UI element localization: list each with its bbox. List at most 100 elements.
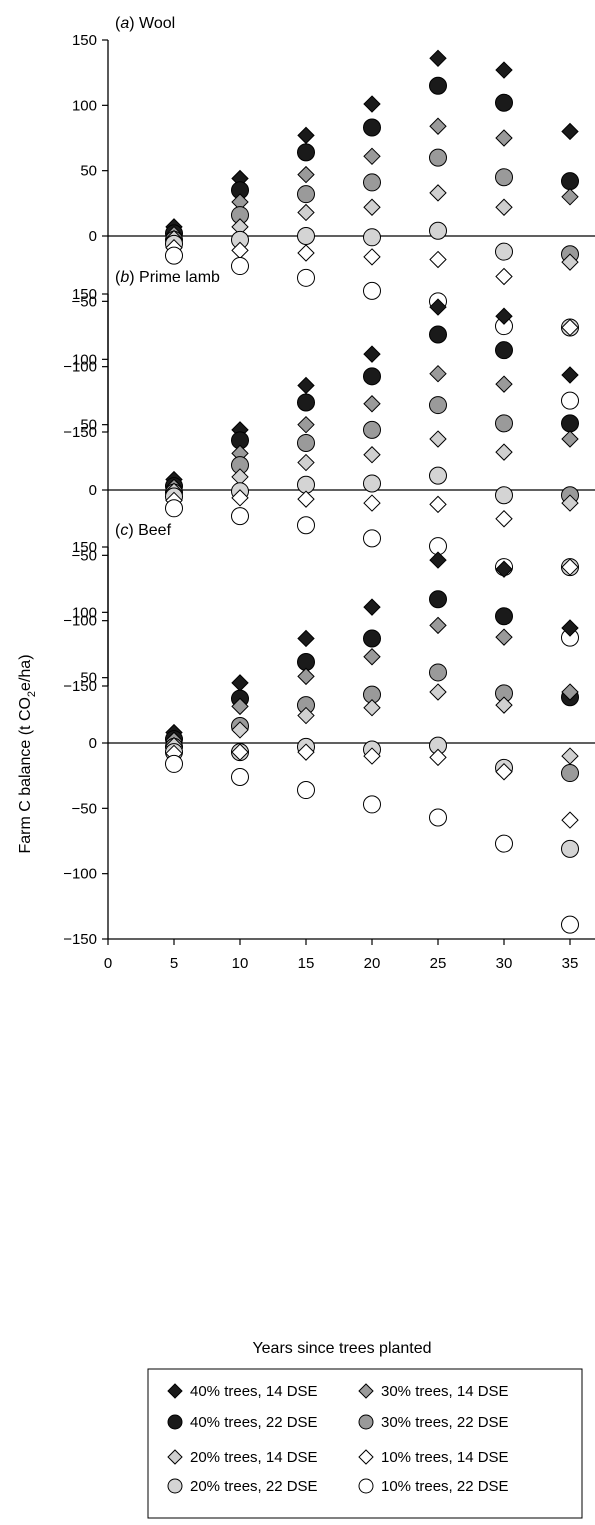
data-point [297,415,315,434]
panel-prime-lamb: (b) Prime lamb −150 −100 −50 0 50 100 150 [63,269,595,695]
data-point [231,507,249,526]
panel-letter: a [120,15,129,32]
legend-marker [358,1449,374,1465]
data-point [495,375,513,393]
legend-item: 30% trees, 22 DSE [358,1414,509,1431]
y-tick-label: −50 [72,293,97,310]
legend-label: 30% trees, 22 DSE [381,1414,509,1431]
legend-item: 20% trees, 14 DSE [167,1449,318,1466]
data-point [429,184,447,202]
data-point [363,198,381,216]
series-30-trees-22-dse [165,663,579,783]
panel-letter: c [120,522,128,539]
data-point [429,76,447,95]
data-point [363,147,381,166]
series-40-trees-22-dse [165,76,579,243]
data-point [495,93,513,112]
data-point [231,674,249,692]
data-point [561,172,579,191]
data-point [561,188,579,206]
panel-name: Beef [138,522,171,539]
data-point [429,364,447,383]
panel-wool: (a) Wool −150 −100 −50 0 50 100 150 [63,15,595,441]
y-tick-label: 100 [72,351,97,368]
legend-marker [358,1383,374,1399]
y-tick-label: 0 [89,482,97,499]
data-point [429,221,447,240]
data-point [429,808,447,827]
y-tick-label: 50 [80,670,97,687]
data-point [297,126,315,145]
data-point [297,453,315,472]
data-point [363,795,381,814]
series-10-trees-22-dse [165,499,579,647]
legend-label: 10% trees, 22 DSE [381,1478,509,1495]
data-point [297,706,315,725]
data-point [231,767,249,786]
data-point [561,391,579,410]
data-point [561,414,579,433]
legend-marker [167,1449,183,1465]
data-point [297,185,315,204]
data-point [297,629,315,648]
data-point [297,393,315,412]
legend: 40% trees, 14 DSE 30% trees, 14 DSE 40% tr… [147,1368,583,1519]
legend-label: 20% trees, 22 DSE [190,1478,318,1495]
x-tick-label: 15 [298,955,315,972]
y-tick-label: −100 [63,613,97,630]
x-axis: 0 5 10 15 20 25 30 35 [104,938,595,972]
x-tick-label: 5 [170,955,178,972]
x-tick-label: 10 [232,955,249,972]
data-point [561,318,579,337]
x-tick-label: 25 [430,955,447,972]
data-point [561,839,579,858]
data-point [495,198,513,216]
data-point [495,61,513,79]
data-point [363,648,381,666]
series-30-trees-14-dse [165,616,579,750]
legend-label: 30% trees, 14 DSE [381,1383,509,1400]
data-point [363,474,381,493]
data-point [363,248,381,266]
data-point [297,743,315,761]
y-tick-label: 50 [80,417,97,434]
data-point [429,298,447,316]
data-point [363,281,381,300]
data-point [561,915,579,934]
data-point [429,683,447,701]
data-point [561,122,579,141]
panel-title: (a) Wool [115,15,175,32]
data-point [165,499,183,518]
y-tick-label: 150 [72,286,97,303]
data-point [429,430,447,448]
y-tick-label: −50 [72,547,97,564]
data-point [363,529,381,548]
data-point [495,560,513,578]
data-point [429,590,447,609]
panel-title: (c) Beef [115,522,172,539]
x-tick-label: 0 [104,955,112,972]
data-point [495,129,513,147]
panel-title: (b) Prime lamb [115,269,220,286]
data-point [363,747,381,765]
data-point [495,341,513,360]
data-point [231,489,249,507]
data-point [231,697,249,716]
data-point [363,228,381,247]
data-point [495,834,513,853]
data-point [297,244,315,262]
data-point [429,49,447,68]
data-point [363,173,381,192]
data-point [363,598,381,616]
data-point [297,516,315,535]
legend-item: 20% trees, 22 DSE [167,1478,318,1495]
data-point [429,466,447,485]
data-point [429,250,447,269]
data-point [231,257,249,276]
data-point [363,95,381,113]
y-tick-label: −100 [63,866,97,883]
legend-item: 40% trees, 22 DSE [167,1414,318,1431]
data-point [495,267,513,286]
series-40-trees-22-dse [165,325,579,496]
